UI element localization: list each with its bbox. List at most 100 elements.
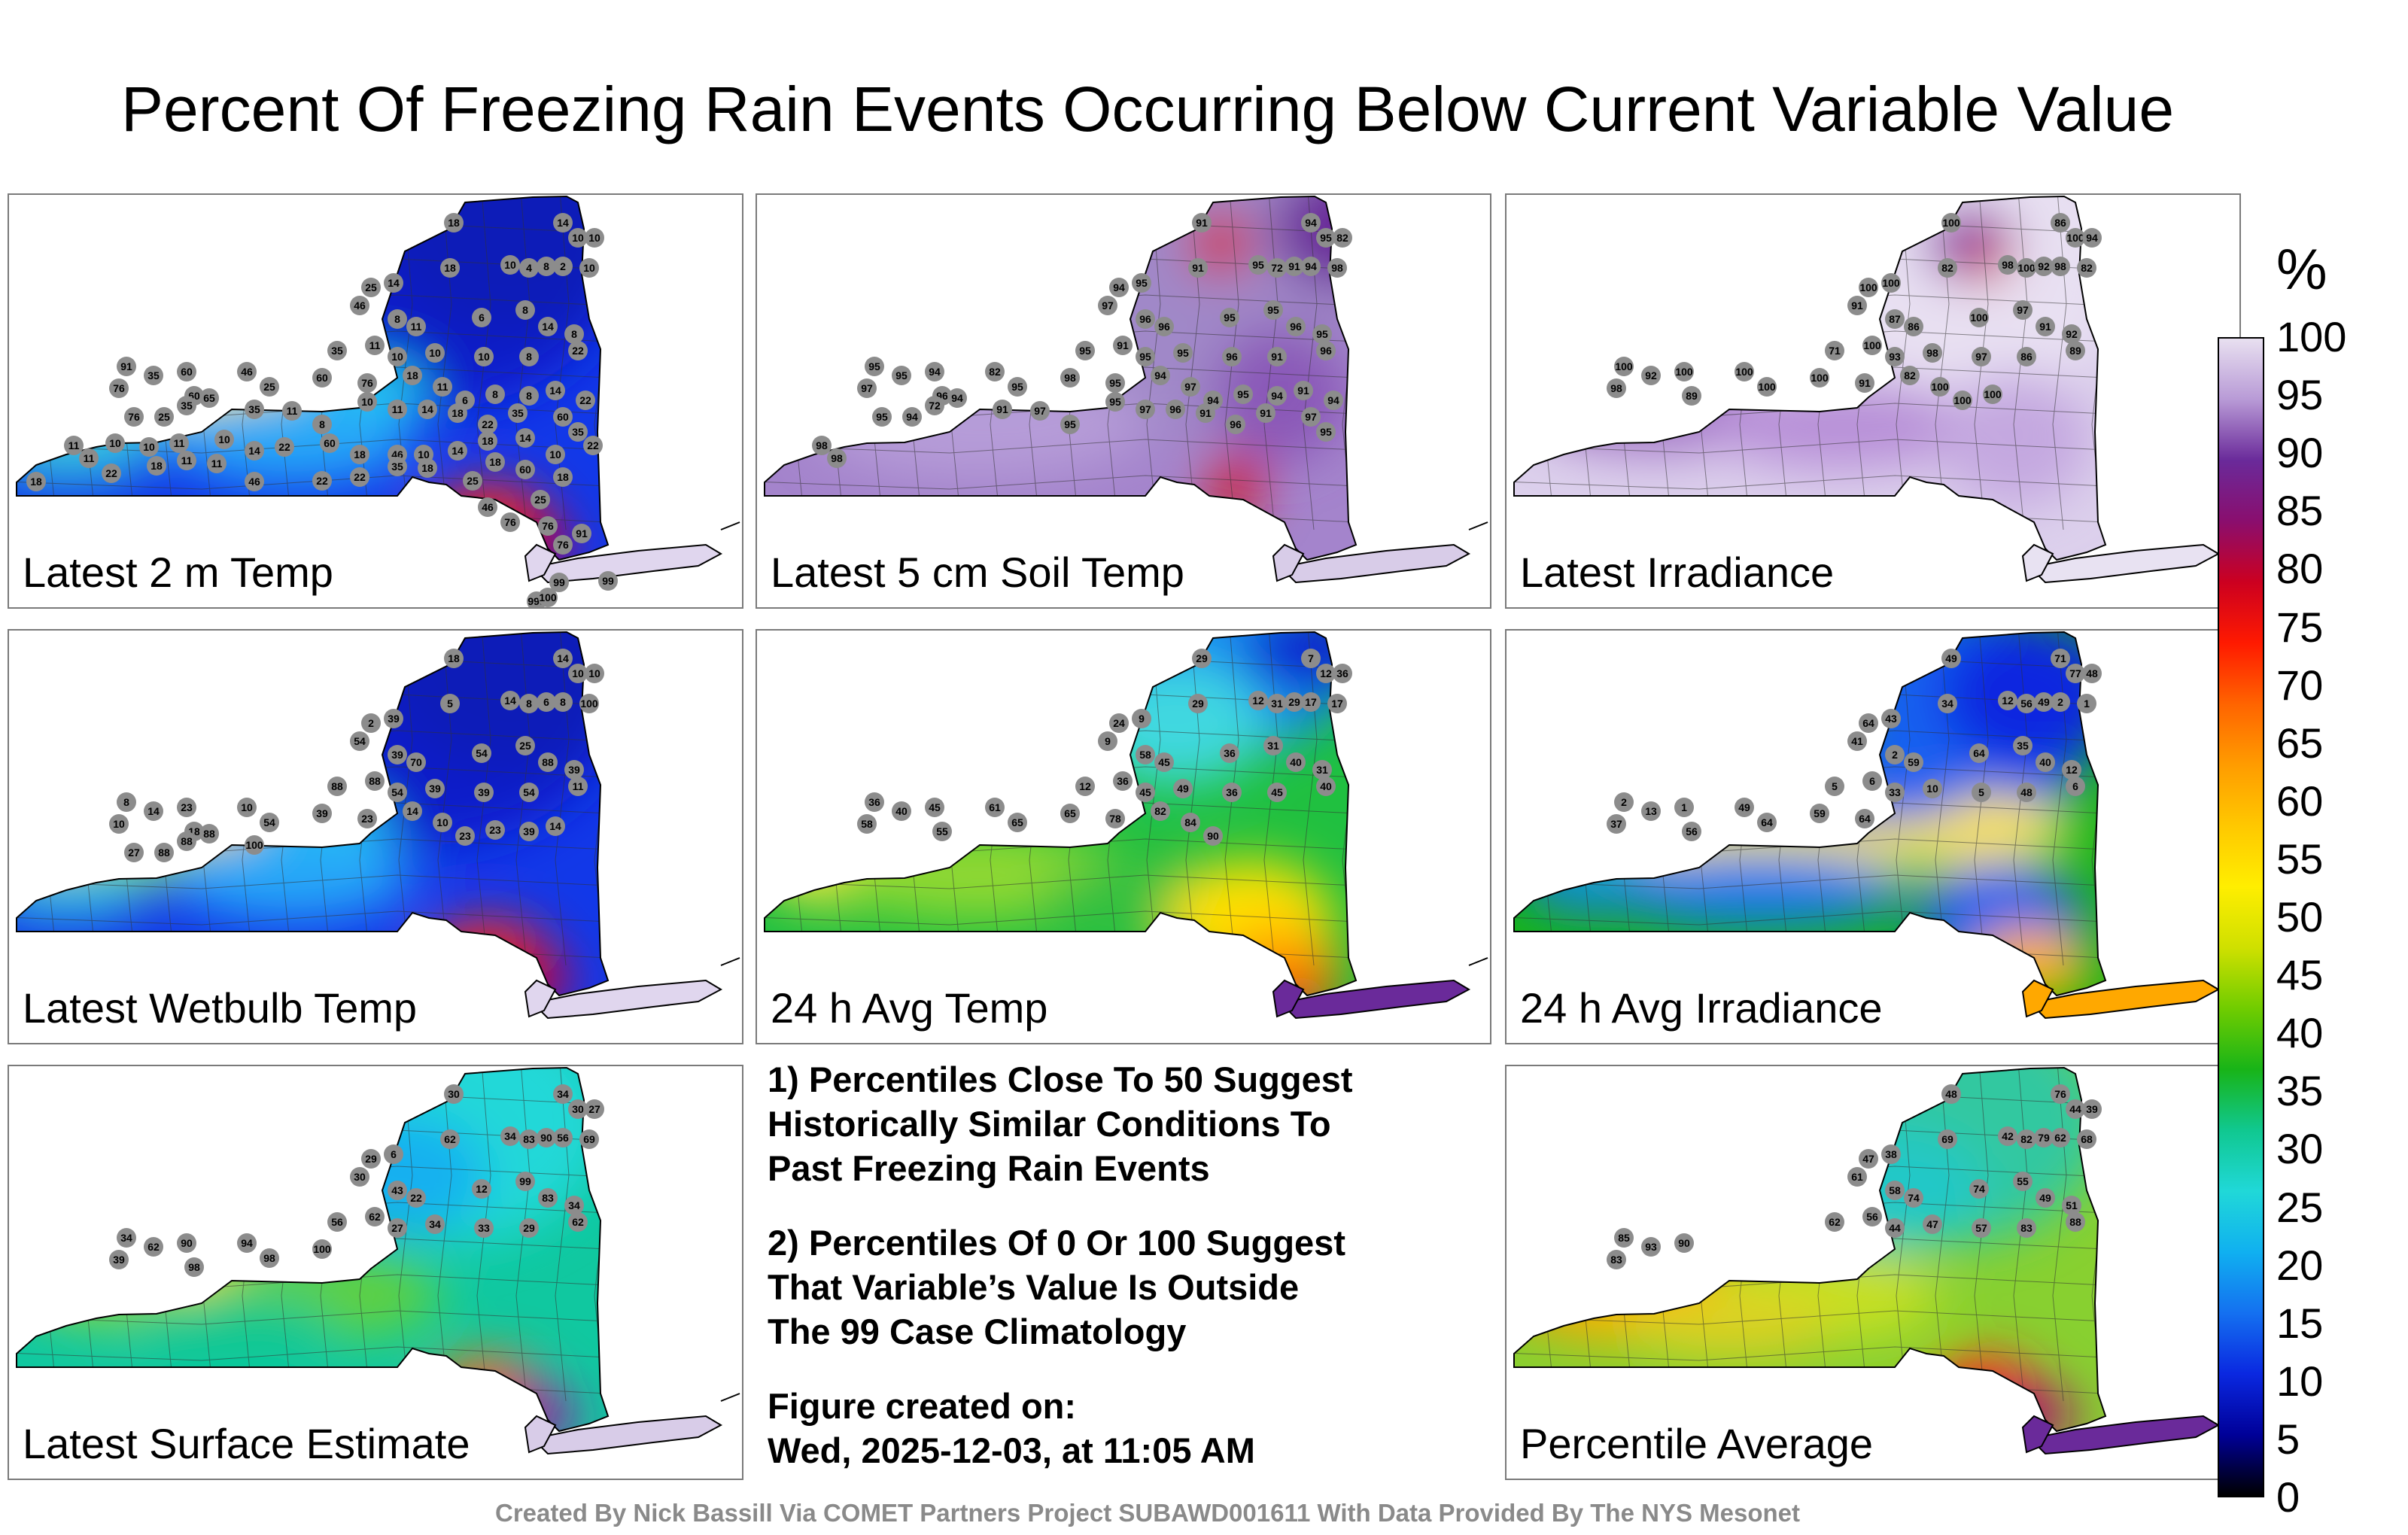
station-marker: 98 [1998,255,2017,275]
station-marker: 88 [327,777,347,796]
station-marker: 8 [485,385,505,404]
station-value: 10 [361,396,373,408]
station-value: 69 [1941,1133,1953,1145]
station-value: 8 [526,698,532,710]
station-value: 14 [147,805,160,817]
station-marker: 98 [260,1248,279,1268]
station-marker: 14 [245,441,264,460]
station-value: 76 [504,516,516,528]
station-value: 54 [263,816,275,828]
station-marker: 61 [1847,1167,1867,1187]
station-marker: 33 [474,1218,494,1238]
station-value: 49 [1738,801,1750,813]
panel-label: Latest Surface Estimate [23,1420,470,1467]
station-marker: 22 [583,436,603,455]
station-value: 10 [549,448,561,460]
station-marker: 90 [537,1128,556,1147]
station-value: 22 [278,441,290,453]
station-value: 97 [2017,304,2029,316]
station-marker: 74 [1904,1188,1923,1208]
station-marker: 34 [564,1196,584,1215]
station-marker: 54 [260,813,279,832]
station-value: 23 [361,813,373,825]
station-value: 6 [479,312,485,324]
panel-label: Latest 2 m Temp [23,549,333,596]
station-value: 17 [1331,698,1343,710]
station-value: 10 [391,351,403,363]
station-marker: 89 [2066,341,2085,360]
station-value: 57 [1975,1222,1987,1234]
station-marker: 83 [538,1188,558,1208]
station-marker: 10 [568,228,588,248]
station-value: 98 [263,1252,275,1264]
station-marker: 6 [384,1144,403,1164]
station-value: 71 [1829,345,1841,357]
station-value: 23 [181,801,193,813]
station-value: 95 [868,360,880,372]
station-marker: 91 [2036,317,2055,336]
colorbar-tick-label: 100 [2276,313,2347,360]
station-marker: 10 [1923,779,1942,798]
station-value: 95 [1224,312,1236,324]
station-value: 54 [523,786,535,798]
station-marker: 10 [388,347,407,366]
station-value: 4 [526,262,532,274]
colorbar-tick-label: 70 [2276,661,2324,709]
station-marker: 17 [1301,692,1321,712]
station-marker: 57 [1972,1218,1991,1238]
station-value: 95 [895,369,908,381]
station-value: 89 [1686,390,1698,402]
station-value: 22 [482,418,494,430]
station-value: 100 [1615,360,1633,372]
station-value: 86 [1908,321,1920,333]
station-marker: 39 [425,779,445,798]
station-value: 25 [534,494,546,506]
station-value: 99 [553,576,565,588]
station-value: 12 [1079,780,1091,792]
station-marker: 82 [1900,366,1920,385]
station-marker: 8 [537,257,556,276]
station-value: 10 [429,347,441,359]
station-marker: 22 [275,437,294,457]
station-value: 39 [523,825,535,837]
station-marker: 83 [2017,1218,2036,1238]
station-marker: 23 [177,798,196,817]
station-value: 85 [1618,1232,1630,1244]
station-marker: 60 [320,433,339,453]
station-marker: 95 [1312,324,1332,344]
station-value: 88 [2069,1216,2081,1228]
station-value: 11 [437,381,448,393]
station-marker: 22 [576,391,595,410]
station-marker: 25 [154,407,174,427]
station-value: 18 [448,652,460,664]
station-value: 6 [543,696,549,708]
station-value: 95 [1177,347,1189,359]
station-value: 48 [2020,786,2033,798]
station-value: 94 [1154,369,1166,381]
station-value: 83 [1610,1254,1622,1266]
colorbar-tick-label: 55 [2276,834,2324,883]
station-value: 8 [492,388,498,400]
station-marker: 45 [1267,783,1287,802]
station-value: 97 [1034,405,1046,417]
station-value: 100 [1863,339,1881,351]
station-value: 91 [576,527,588,540]
station-marker: 13 [1641,801,1661,821]
station-marker: 44 [1885,1218,1905,1238]
station-value: 27 [588,1103,600,1115]
station-value: 100 [1735,366,1753,378]
station-marker: 91 [572,524,591,543]
station-value: 56 [1686,825,1698,837]
station-marker: 10 [579,258,599,278]
station-value: 14 [549,820,561,832]
station-marker: 14 [418,400,437,419]
station-marker: 11 [365,336,385,355]
colorbar-tick-label: 35 [2276,1067,2324,1115]
station-marker: 97 [1972,347,1991,366]
station-marker: 14 [546,816,565,836]
station-marker: 6 [2066,777,2085,796]
station-marker: 29 [519,1218,539,1238]
station-value: 88 [181,835,193,847]
station-value: 40 [2039,756,2051,768]
station-value: 6 [462,394,468,406]
